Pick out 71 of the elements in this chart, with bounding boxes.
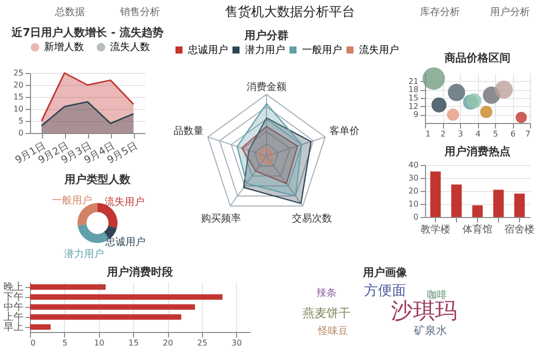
x-tick-label: 6 xyxy=(510,130,516,138)
legend-label: 流失用户 xyxy=(359,44,399,56)
y-tick-label: 15 xyxy=(13,92,24,102)
spoke-label: 品数量 xyxy=(174,126,204,137)
chart-title: 用户消费热点 xyxy=(444,145,510,158)
text: 怪味豆 xyxy=(317,325,348,337)
y-tick-label: 10 xyxy=(13,104,24,114)
y-tick-label: 30 xyxy=(408,174,418,182)
text: 燕麦饼干 xyxy=(302,306,350,320)
y-tick-label: 20 xyxy=(13,80,24,90)
x-tick-label: 20 xyxy=(162,338,174,348)
x-tick-label: 0 xyxy=(30,338,36,348)
slice-label: 忠诚用户 xyxy=(104,236,146,248)
y-tick-label: 上午 xyxy=(4,311,24,323)
x-tick-label: 5 xyxy=(492,130,498,138)
x-tick-label: 体育馆 xyxy=(462,224,492,236)
chart-title: 用户分群 xyxy=(244,29,288,42)
x-tick-label: 7 xyxy=(525,130,530,138)
text: 沙琪玛 xyxy=(391,299,457,324)
y-tick-label: 9 xyxy=(413,110,418,120)
slice-label: 流失用户 xyxy=(104,196,144,208)
legend-label: 一般用户 xyxy=(302,44,342,56)
slice-label: 潜力用户 xyxy=(64,248,104,260)
x-tick-label: 5 xyxy=(62,338,68,348)
text: 用户分析 xyxy=(490,6,530,18)
y-tick-label: 下午 xyxy=(4,291,24,303)
y-tick-label: 20 xyxy=(408,186,418,196)
spoke-label: 购买频率 xyxy=(201,212,242,224)
text: 总数据 xyxy=(54,6,85,18)
y-tick-label: 5 xyxy=(18,116,24,126)
chart-title: 用户类型人数 xyxy=(64,173,132,186)
legend-label: 忠诚用户 xyxy=(187,44,228,56)
text: 用户画像 xyxy=(362,266,408,279)
x-tick-label: 1 xyxy=(426,130,431,138)
text: 矿泉水 xyxy=(413,324,447,337)
y-tick-label: 21 xyxy=(408,76,418,86)
y-tick-label: 早上 xyxy=(4,321,24,333)
legend-label: 潜力用户 xyxy=(245,44,285,56)
chart-title: 近7日用户人数增长 - 流失趋势 xyxy=(10,26,164,39)
x-tick-label: 2 xyxy=(440,130,446,138)
y-tick-label: 10 xyxy=(408,200,418,208)
y-tick-label: 0 xyxy=(413,212,418,222)
legend-label: 新增人数 xyxy=(44,41,84,54)
y-tick-label: 12 xyxy=(408,102,418,111)
y-tick-label: 中午 xyxy=(4,301,24,313)
y-tick-label: 晚上 xyxy=(4,281,24,293)
x-tick-label: 15 xyxy=(128,338,139,348)
x-tick-label: 宿舍楼 xyxy=(504,224,534,236)
legend-label: 流失人数 xyxy=(110,41,150,54)
spoke-label: 消费金额 xyxy=(246,81,286,94)
x-tick-label: 25 xyxy=(197,338,208,348)
text: 辣条 xyxy=(316,287,336,299)
x-tick-label: 教学楼 xyxy=(420,224,450,236)
text: 咖啡 xyxy=(427,289,447,301)
y-tick-label: 40 xyxy=(408,160,418,170)
y-tick-label: 25 xyxy=(13,68,24,78)
spoke-label: 交易次数 xyxy=(292,212,332,224)
x-tick-label: 4 xyxy=(475,130,481,138)
chart-title: 用户消费时段 xyxy=(106,266,174,278)
chart-title: 商品价格区间 xyxy=(444,51,510,64)
x-tick-label: 10 xyxy=(94,338,104,348)
text: 库存分析 xyxy=(420,6,460,18)
x-tick-label: 3 xyxy=(458,130,464,138)
y-tick-label: 18 xyxy=(408,85,418,94)
text: 方便面 xyxy=(364,283,406,299)
y-tick-label: 15 xyxy=(408,94,418,102)
spoke-label: 客单价 xyxy=(329,124,360,137)
text: 销售分析 xyxy=(119,6,160,18)
text: 售货机大数据分析平台 xyxy=(225,5,355,20)
x-tick-label: 30 xyxy=(232,338,242,348)
slice-label: 一般用户 xyxy=(52,194,92,207)
